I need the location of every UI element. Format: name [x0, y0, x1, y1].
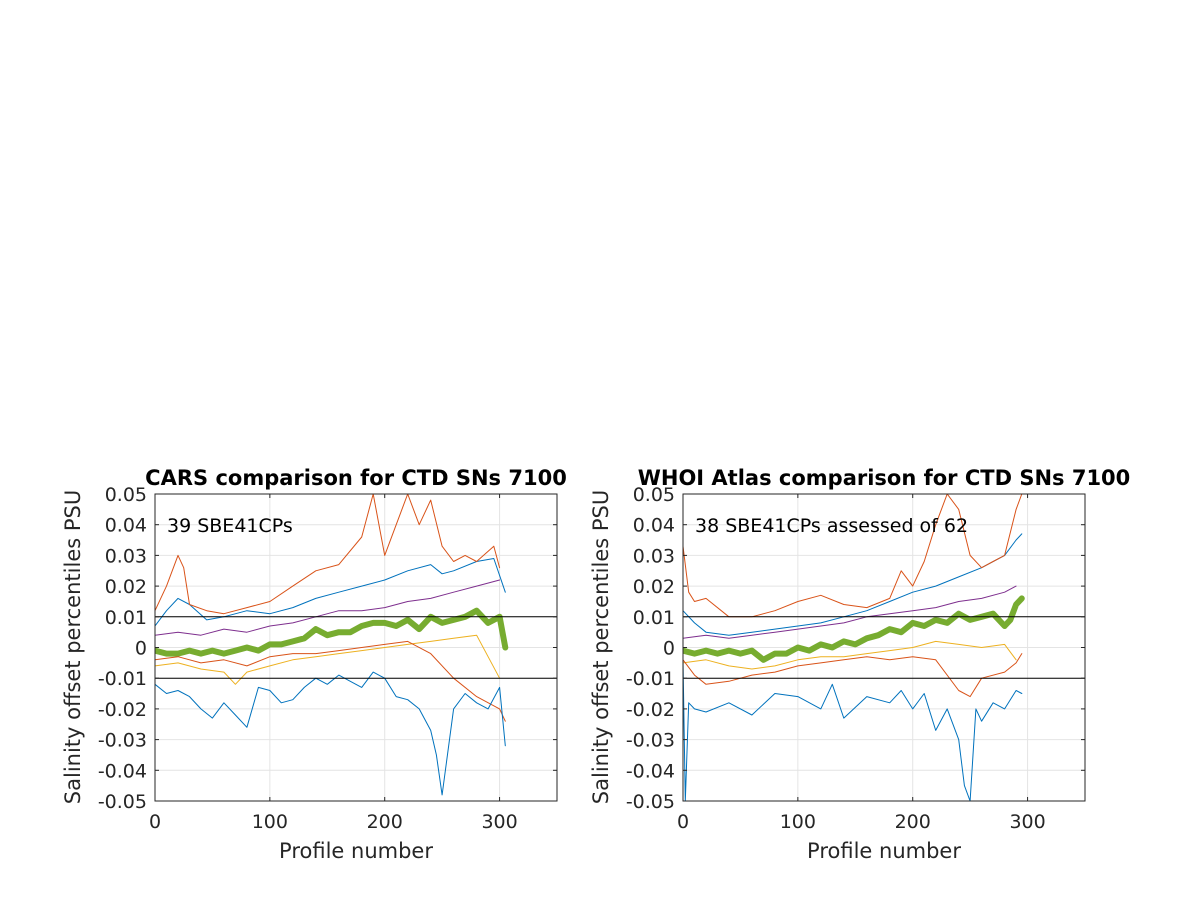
y-tick-label: 0.03 — [105, 545, 147, 567]
series-line-1 — [155, 494, 501, 615]
y-tick-label: -0.04 — [626, 760, 675, 782]
series-line-4 — [683, 640, 1017, 670]
x-tick-label: 0 — [149, 811, 161, 833]
y-tick-label: 0 — [663, 638, 675, 660]
y-tick-label: -0.02 — [626, 699, 675, 721]
y-tick-label: -0.02 — [98, 699, 147, 721]
whoi-panel: WHOI Atlas comparison for CTD SNs 7100 S… — [589, 466, 1130, 863]
y-tick-label: 0.03 — [633, 545, 675, 567]
y-tick-label: -0.01 — [626, 668, 675, 690]
series-group — [155, 494, 557, 796]
series-line-0 — [155, 558, 506, 627]
series-line-6 — [155, 671, 506, 796]
x-tick-label: 300 — [1009, 811, 1045, 833]
series-line-2 — [683, 585, 1017, 639]
x-axis-label: Profile number — [807, 839, 961, 863]
x-tick-label: 100 — [252, 811, 288, 833]
series-line-2 — [155, 579, 501, 636]
y-tick-label: 0.01 — [105, 607, 147, 629]
y-tick-label: 0.01 — [633, 607, 675, 629]
plot-area-whoi: 0 100 200 300 -0.05 -0.04 -0.03 -0.02 -0.01 0 0.01… — [626, 484, 1086, 833]
y-tick-label: -0.01 — [98, 668, 147, 690]
y-tick-label: -0.04 — [98, 760, 147, 782]
chart-title: WHOI Atlas comparison for CTD SNs 7100 — [638, 466, 1131, 490]
y-tick-label: 0.05 — [105, 484, 147, 506]
series-line-3 — [683, 595, 1025, 663]
y-tick-label: 0.04 — [633, 515, 675, 537]
series-line-3 — [155, 607, 509, 657]
series-line-5 — [155, 640, 506, 722]
cars-panel: CARS comparison for CTD SNs 7100 Salinit… — [61, 466, 567, 863]
y-axis-label: Salinity offset percentiles PSU — [589, 490, 613, 804]
series-group — [683, 494, 1085, 801]
x-tick-label: 300 — [481, 811, 517, 833]
x-tick-label: 0 — [677, 811, 689, 833]
annotation-count: 39 SBE41CPs — [167, 515, 293, 537]
y-tick-label: 0.05 — [633, 484, 675, 506]
y-tick-label: 0.02 — [105, 576, 147, 598]
y-tick-label: 0 — [135, 638, 147, 660]
series-line-6 — [683, 659, 1023, 801]
y-axis-label: Salinity offset percentiles PSU — [61, 490, 85, 804]
y-tick-label: -0.03 — [98, 730, 147, 752]
y-tick-label: 0.04 — [105, 515, 147, 537]
y-tick-label: -0.05 — [98, 791, 147, 813]
y-tick-label: -0.05 — [626, 791, 675, 813]
series-line-1 — [683, 494, 1023, 618]
series-line-4 — [155, 634, 501, 685]
x-tick-label: 200 — [895, 811, 931, 833]
plot-area-cars: 0 100 200 300 -0.05 -0.04 -0.03 -0.02 -0.01 0 0.01… — [98, 484, 558, 833]
annotation-count: 38 SBE41CPs assessed of 62 — [695, 515, 968, 537]
y-tick-label: -0.03 — [626, 730, 675, 752]
chart-title: CARS comparison for CTD SNs 7100 — [145, 466, 567, 490]
x-tick-label: 200 — [367, 811, 403, 833]
x-tick-label: 100 — [780, 811, 816, 833]
y-tick-label: 0.02 — [633, 576, 675, 598]
x-axis-label: Profile number — [279, 839, 433, 863]
